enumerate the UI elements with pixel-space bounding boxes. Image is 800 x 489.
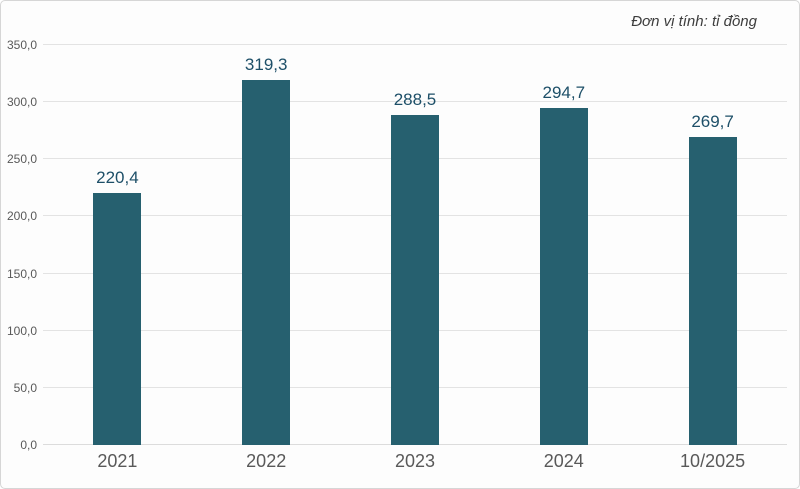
- bar: [390, 115, 439, 445]
- y-tick-label: 250,0: [6, 152, 37, 167]
- gridline: [43, 101, 787, 103]
- x-tick-label: 2022: [246, 451, 287, 471]
- unit-note-label: Đơn vị tính: tỉ đồng: [631, 13, 757, 30]
- y-tick-label: 0,0: [20, 438, 37, 452]
- bar: [688, 136, 737, 445]
- plot-area: 220,4 319,3 288,5 294,7 269,7: [43, 44, 787, 445]
- gridline: [43, 44, 787, 45]
- bar-value-label: 288,5: [393, 90, 437, 110]
- bar: [242, 80, 291, 445]
- bar-value-label: 220,4: [96, 168, 139, 188]
- bar: [93, 193, 142, 445]
- y-tick-label: 100,0: [6, 323, 37, 338]
- bar-value-label: 269,7: [691, 111, 734, 131]
- y-axis: 0,0 50,0 100,0 150,0 200,0 250,0 300,0 350,0: [1, 38, 37, 452]
- bar-value-label: 294,7: [542, 83, 586, 103]
- x-tick-label: 2021: [97, 451, 138, 471]
- bar-group: 294,7: [489, 45, 638, 445]
- bar-group: 269,7: [638, 45, 787, 445]
- y-tick-label: 200,0: [6, 209, 37, 224]
- x-tick-label: 10/2025: [680, 451, 746, 471]
- y-tick-label: 350,0: [6, 38, 37, 52]
- x-axis: 2021 2022 2023 2024 10/2025: [43, 451, 787, 472]
- y-tick-label: 300,0: [6, 95, 37, 110]
- bar-group: 220,4: [43, 45, 192, 445]
- x-tick-label: 2024: [543, 451, 584, 471]
- y-tick-label: 150,0: [6, 266, 37, 281]
- x-tick-label: 2023: [394, 451, 436, 471]
- bar: [539, 108, 588, 445]
- bar-group: 319,3: [192, 45, 341, 445]
- bar-group: 288,5: [341, 45, 490, 445]
- bars-row: 220,4 319,3 288,5 294,7 269,7: [43, 45, 787, 445]
- bar-value-label: 319,3: [244, 55, 288, 75]
- y-tick-label: 50,0: [13, 380, 37, 395]
